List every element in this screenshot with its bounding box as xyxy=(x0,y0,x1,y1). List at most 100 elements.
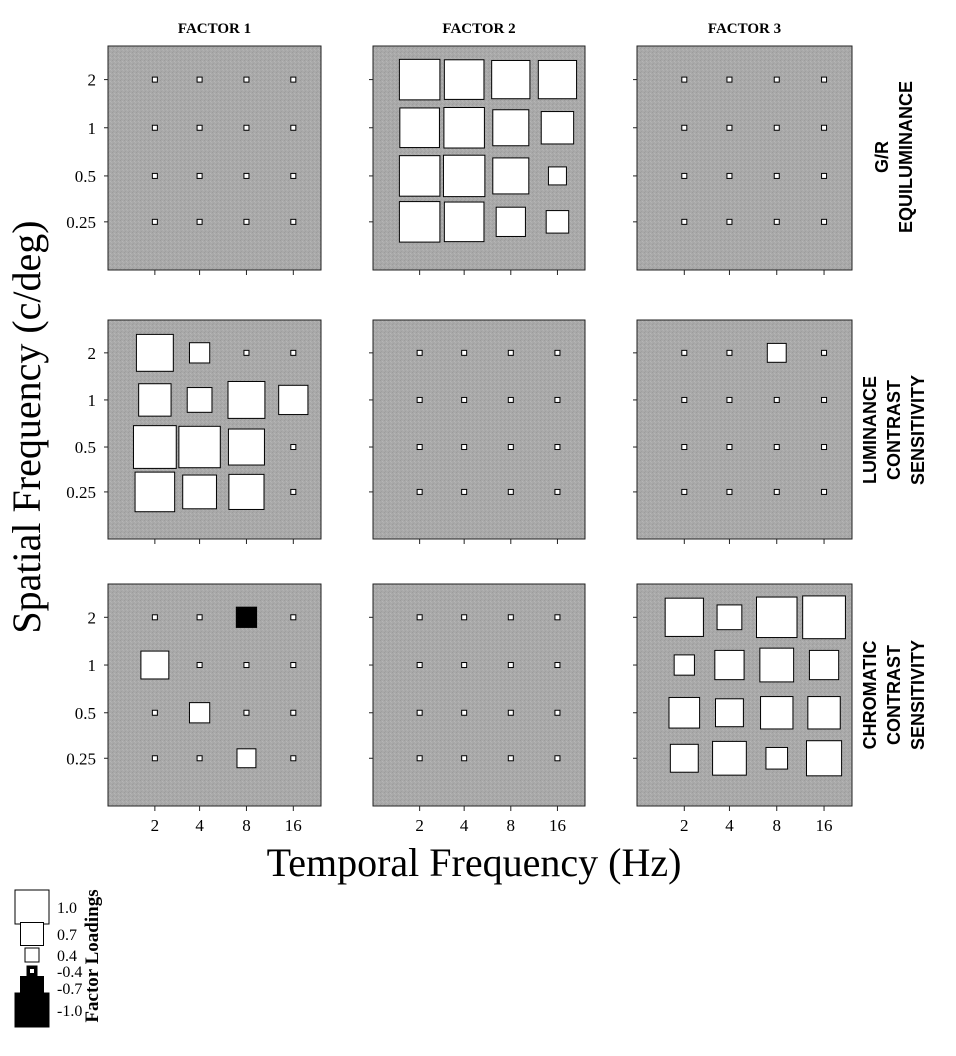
loading-square xyxy=(243,218,250,225)
loading-square xyxy=(537,59,578,100)
loading-square xyxy=(134,471,176,513)
panel xyxy=(633,45,853,275)
loading-square xyxy=(765,746,789,770)
loading-square xyxy=(773,488,780,495)
panel xyxy=(633,319,853,544)
loading-square xyxy=(681,124,688,131)
loading-square xyxy=(726,349,733,356)
y-tick-label: 2 xyxy=(88,344,97,363)
loading-square xyxy=(416,709,423,716)
x-tick-label: 2 xyxy=(415,816,424,835)
loading-square xyxy=(227,380,266,419)
loading-square xyxy=(766,342,787,363)
loading-square xyxy=(151,124,158,131)
loading-square xyxy=(821,76,828,83)
column-title: FACTOR 2 xyxy=(442,21,515,37)
loading-square xyxy=(135,333,174,372)
loading-square xyxy=(196,662,203,669)
loading-square xyxy=(726,396,733,403)
loading-square xyxy=(806,740,843,777)
loading-square xyxy=(712,740,747,776)
loading-square xyxy=(681,488,688,495)
loading-square xyxy=(821,488,828,495)
loading-square xyxy=(808,649,840,681)
y-tick-label: 2 xyxy=(88,71,97,90)
loading-square xyxy=(151,614,158,621)
loading-square xyxy=(290,124,297,131)
loading-square xyxy=(726,444,733,451)
legend-square xyxy=(14,992,50,1028)
loading-square xyxy=(507,349,514,356)
row-title-line: LUMINANCE xyxy=(860,376,880,484)
loading-square xyxy=(196,218,203,225)
x-tick-label: 16 xyxy=(549,816,566,835)
loading-square xyxy=(398,201,441,243)
loading-square xyxy=(540,111,575,145)
loading-square xyxy=(726,76,733,83)
loading-square xyxy=(495,206,526,237)
y-tick-label: 0.5 xyxy=(75,438,96,457)
panel-background xyxy=(107,45,322,271)
x-tick-label: 4 xyxy=(725,816,734,835)
loading-square xyxy=(416,614,423,621)
panel: 2 1 0.5 0.25 xyxy=(66,319,322,544)
loading-square xyxy=(802,595,846,640)
loading-square xyxy=(416,488,423,495)
x-tick-label: 4 xyxy=(460,816,469,835)
loading-square xyxy=(773,396,780,403)
loading-square xyxy=(243,662,250,669)
loading-square xyxy=(681,444,688,451)
loading-square xyxy=(290,76,297,83)
loading-square xyxy=(243,76,250,83)
loading-square xyxy=(807,696,841,730)
loading-square xyxy=(507,709,514,716)
loading-square xyxy=(726,218,733,225)
loading-square xyxy=(290,662,297,669)
loading-square xyxy=(726,124,733,131)
y-tick-label: 1 xyxy=(88,119,97,138)
loading-square xyxy=(290,218,297,225)
loading-square xyxy=(243,172,250,179)
y-tick-label: 0.25 xyxy=(66,749,96,768)
loading-square xyxy=(443,201,485,243)
loading-square xyxy=(681,349,688,356)
column-title: FACTOR 3 xyxy=(708,21,781,37)
legend: Factor Loadings 1.0 0.7 0.4-0.4-0.7 -1.0 xyxy=(14,889,103,1028)
loading-square xyxy=(492,109,530,147)
loading-square xyxy=(547,166,567,186)
loading-square xyxy=(714,649,745,681)
loading-square xyxy=(416,755,423,762)
x-tick-label: 8 xyxy=(773,816,782,835)
loading-square xyxy=(178,425,221,469)
loading-square xyxy=(554,488,561,495)
loading-square xyxy=(821,349,828,356)
loading-square xyxy=(227,428,265,466)
x-tick-label: 16 xyxy=(285,816,302,835)
loading-square xyxy=(461,614,468,621)
loading-square xyxy=(243,124,250,131)
panel-background xyxy=(107,583,322,807)
loading-square xyxy=(132,425,177,469)
loading-square xyxy=(681,76,688,83)
column-title: FACTOR 1 xyxy=(178,21,251,37)
loading-square xyxy=(664,597,704,637)
loading-square xyxy=(398,58,441,101)
legend-label: -0.7 xyxy=(57,981,82,998)
loading-square xyxy=(492,157,530,195)
loading-square xyxy=(507,614,514,621)
loading-square xyxy=(507,662,514,669)
row-title-line: CONTRAST xyxy=(884,380,904,480)
row-title: LUMINANCE CONTRAST SENSITIVITY xyxy=(860,375,928,485)
y-tick-label: 0.5 xyxy=(75,704,96,723)
loading-square xyxy=(726,172,733,179)
loading-square xyxy=(151,709,158,716)
panel-background xyxy=(636,45,853,271)
row-title-line: SENSITIVITY xyxy=(908,375,928,485)
panel xyxy=(369,45,586,275)
panel: 2 4 8 16 xyxy=(369,583,586,835)
loading-square xyxy=(461,709,468,716)
loading-square xyxy=(278,384,309,416)
loading-square xyxy=(461,349,468,356)
x-tick-label: 16 xyxy=(816,816,833,835)
legend-square xyxy=(14,889,50,925)
